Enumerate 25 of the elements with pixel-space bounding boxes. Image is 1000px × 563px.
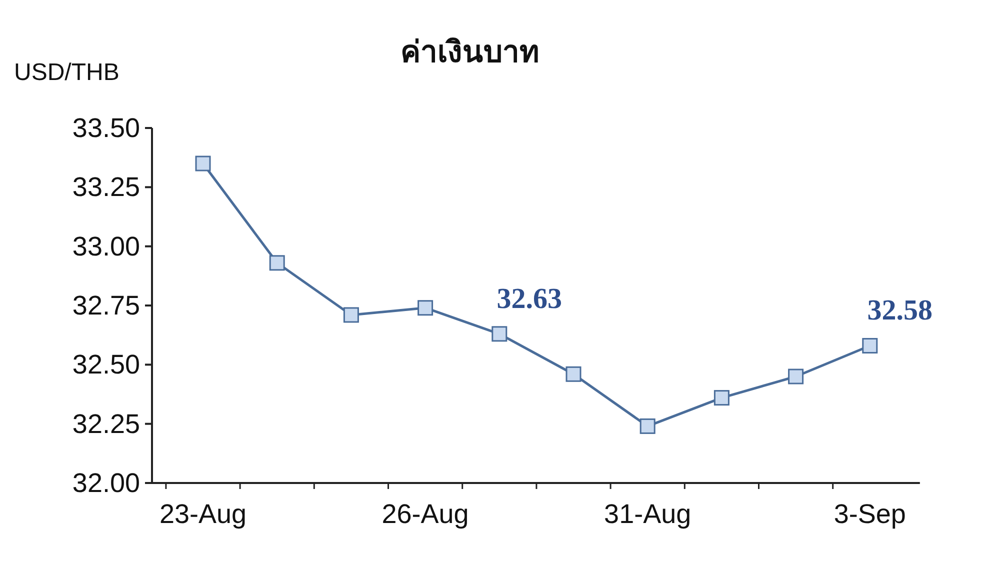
y-tick-label: 32.75: [72, 290, 140, 320]
point: [492, 326, 508, 342]
x-tick-label: 31-Aug: [604, 499, 692, 529]
x-tick-label: 23-Aug: [159, 499, 247, 529]
y-tick-label: 33.50: [72, 113, 140, 143]
point: [418, 300, 434, 316]
point: [788, 368, 804, 384]
point: [269, 255, 285, 271]
point: [343, 307, 359, 323]
data-label: 32.63: [496, 282, 562, 315]
x-tick-label: 3-Sep: [834, 499, 906, 529]
y-tick-label: 33.00: [72, 231, 140, 262]
y-tick-label: 32.25: [72, 408, 140, 439]
point: [195, 156, 211, 172]
point: [862, 338, 878, 354]
x-tick-label: 26-Aug: [382, 499, 469, 529]
y-axis-title: USD/THB: [14, 59, 120, 86]
chart-title: ค่าเงินบาท: [400, 35, 540, 70]
y-tick-label: 33.25: [72, 172, 140, 202]
point: [566, 366, 582, 382]
point: [714, 390, 730, 406]
point: [640, 418, 656, 434]
data-label: 32.58: [867, 294, 933, 327]
y-tick-label: 32.00: [72, 468, 140, 498]
y-tick-label: 32.50: [72, 350, 140, 380]
